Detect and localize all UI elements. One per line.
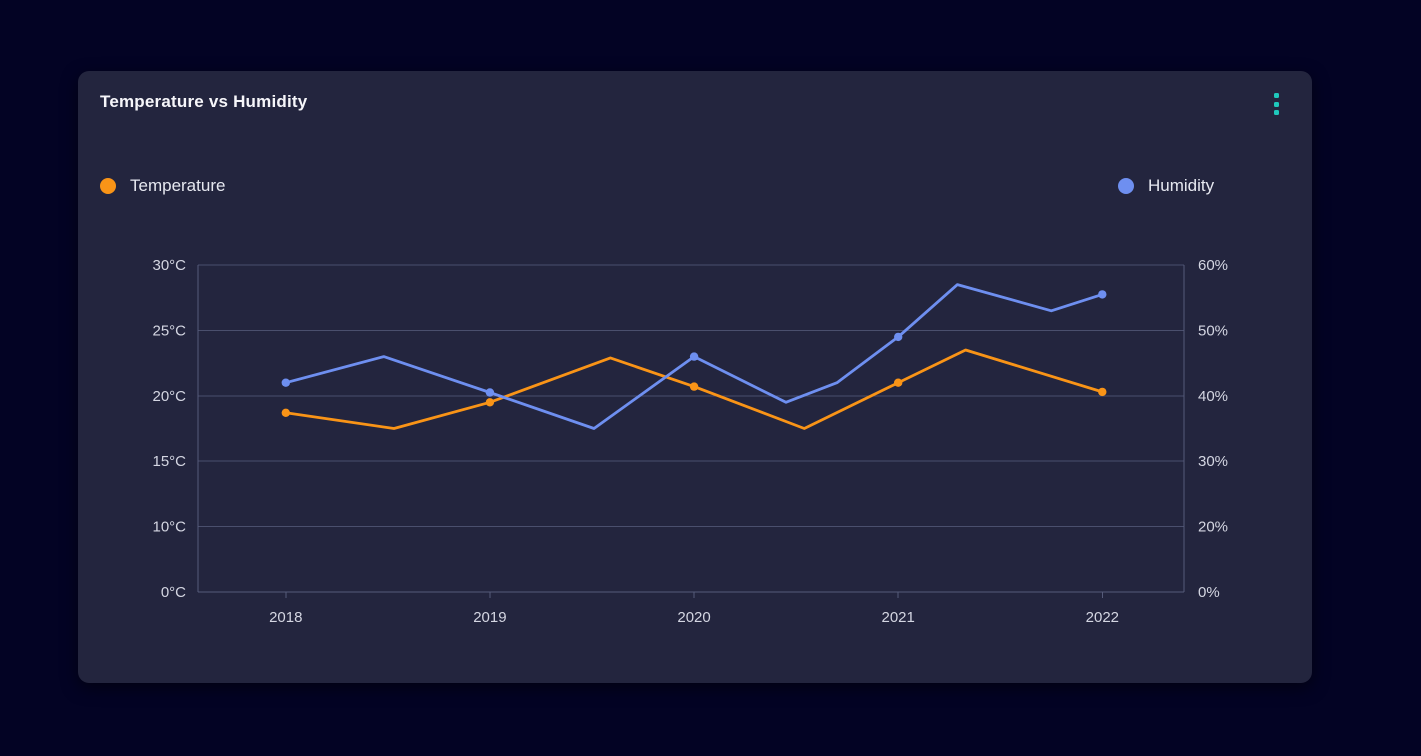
- humidity-legend-label: Humidity: [1148, 176, 1215, 195]
- x-axis-tick-label: 2019: [473, 609, 506, 626]
- temperature-point[interactable]: [689, 382, 699, 391]
- x-axis-tick-label: 2022: [1086, 609, 1119, 626]
- kebab-dot-icon: [1273, 110, 1279, 115]
- y-axis-tick-label-right: 40%: [1198, 388, 1228, 405]
- humidity-point[interactable]: [485, 388, 495, 397]
- x-axis-tick-label: 2018: [269, 609, 302, 626]
- temperature-legend-label: Temperature: [130, 176, 226, 195]
- y-axis-tick-label-right: 50%: [1198, 322, 1228, 339]
- chart-card: Temperature vs Humidity Temperature Humi…: [78, 71, 1312, 683]
- humidity-point[interactable]: [689, 352, 699, 361]
- humidity-point[interactable]: [281, 378, 290, 387]
- humidity-legend-dot-icon: [1118, 178, 1134, 194]
- y-axis-tick-label-left: 30°C: [152, 257, 186, 274]
- temperature-point[interactable]: [485, 398, 495, 407]
- kebab-dot-icon: [1273, 101, 1279, 107]
- y-axis-tick-label-right: 60%: [1198, 257, 1228, 274]
- y-axis-tick-label-right: 0%: [1198, 584, 1220, 601]
- temperature-point[interactable]: [281, 408, 290, 417]
- y-axis-tick-label-left: 20°C: [152, 388, 186, 405]
- x-axis-tick-label: 2020: [677, 609, 710, 626]
- temperature-point[interactable]: [894, 378, 903, 387]
- y-axis-tick-label-left: 15°C: [152, 453, 186, 470]
- y-axis-tick-label-left: 0°C: [161, 584, 186, 601]
- y-axis-tick-label-right: 20%: [1198, 519, 1228, 536]
- legend-item-humidity[interactable]: Humidity: [1118, 176, 1214, 196]
- temperature-point[interactable]: [1098, 387, 1107, 397]
- humidity-point[interactable]: [1098, 290, 1107, 299]
- y-axis-tick-label-right: 30%: [1198, 453, 1228, 470]
- x-axis-tick-label: 2021: [882, 609, 915, 626]
- humidity-line: [284, 283, 1104, 430]
- line-chart[interactable]: 0°C 10°C 15°C 20°C 25°C 30°C 0% 20% 30% 40% 50% 60%…: [78, 71, 1312, 683]
- humidity-point[interactable]: [894, 332, 903, 342]
- y-axis-tick-label-left: 25°C: [152, 322, 186, 339]
- legend-item-temperature[interactable]: Temperature: [100, 176, 225, 196]
- more-options-button[interactable]: [1264, 87, 1288, 121]
- kebab-dot-icon: [1273, 93, 1279, 98]
- chart-title: Temperature vs Humidity: [100, 92, 308, 111]
- y-axis-tick-label-left: 10°C: [152, 519, 186, 536]
- temperature-legend-dot-icon: [100, 178, 116, 194]
